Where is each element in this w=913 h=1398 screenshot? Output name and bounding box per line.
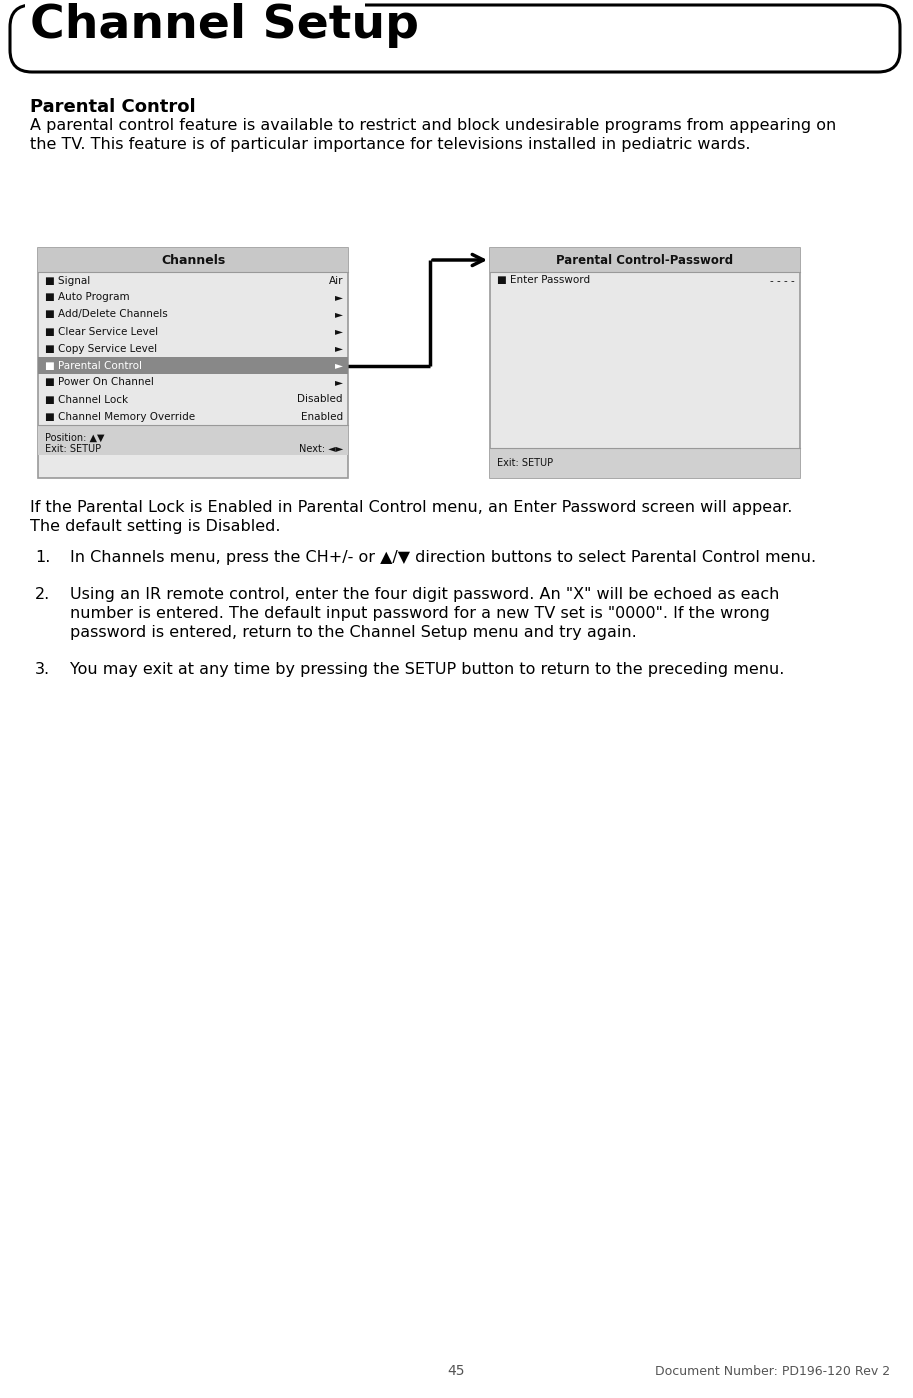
Text: the TV. This feature is of particular importance for televisions installed in pe: the TV. This feature is of particular im… (30, 137, 750, 152)
Text: Next: ◄►: Next: ◄► (299, 445, 343, 454)
Text: ►: ► (335, 361, 343, 370)
Bar (38, 247, 348, 478)
Text: A parental control feature is available to restrict and block undesirable progra: A parental control feature is available … (30, 117, 836, 133)
Bar (490, 247, 800, 478)
Text: The default setting is Disabled.: The default setting is Disabled. (30, 519, 280, 534)
Text: ►: ► (335, 327, 343, 337)
Text: In Channels menu, press the CH+/- or ▲/▼ direction buttons to select Parental Co: In Channels menu, press the CH+/- or ▲/▼… (70, 549, 816, 565)
Text: Parental Control-Password: Parental Control-Password (556, 253, 733, 267)
Text: 2.: 2. (35, 587, 50, 603)
Text: number is entered. The default input password for a new TV set is "0000". If the: number is entered. The default input pas… (70, 605, 770, 621)
Text: Exit: SETUP: Exit: SETUP (497, 459, 553, 468)
Text: 45: 45 (447, 1364, 465, 1378)
Text: ■ Channel Lock: ■ Channel Lock (45, 394, 128, 404)
Text: Channels: Channels (161, 253, 226, 267)
Text: If the Parental Lock is Enabled in Parental Control menu, an Enter Password scre: If the Parental Lock is Enabled in Paren… (30, 500, 792, 514)
Text: Position: ▲▼: Position: ▲▼ (45, 433, 104, 443)
Bar (38, 356, 348, 375)
Text: ■ Enter Password: ■ Enter Password (497, 275, 590, 285)
Text: ■ Power On Channel: ■ Power On Channel (45, 377, 154, 387)
Text: Air: Air (329, 275, 343, 285)
Text: ■ Channel Memory Override: ■ Channel Memory Override (45, 411, 195, 422)
Text: ■ Parental Control: ■ Parental Control (45, 361, 142, 370)
Text: ■ Signal: ■ Signal (45, 275, 90, 285)
Bar (38, 247, 348, 273)
Text: Enabled: Enabled (301, 411, 343, 422)
Text: ►: ► (335, 309, 343, 320)
Text: ■ Auto Program: ■ Auto Program (45, 292, 130, 302)
Text: - - - -: - - - - (771, 275, 795, 285)
Text: Exit: SETUP: Exit: SETUP (45, 445, 101, 454)
Bar (25, 0, 365, 13)
Text: ■ Add/Delete Channels: ■ Add/Delete Channels (45, 309, 168, 320)
Bar (490, 247, 800, 273)
Text: Using an IR remote control, enter the four digit password. An "X" will be echoed: Using an IR remote control, enter the fo… (70, 587, 780, 603)
Bar (490, 447, 800, 478)
Text: Document Number: PD196-120 Rev 2: Document Number: PD196-120 Rev 2 (655, 1364, 890, 1378)
Text: ►: ► (335, 292, 343, 302)
FancyBboxPatch shape (10, 6, 900, 73)
Text: 3.: 3. (35, 663, 50, 677)
Bar (38, 425, 348, 454)
Text: You may exit at any time by pressing the SETUP button to return to the preceding: You may exit at any time by pressing the… (70, 663, 784, 677)
Text: ►: ► (335, 377, 343, 387)
Text: Parental Control: Parental Control (30, 98, 195, 116)
Text: ■ Clear Service Level: ■ Clear Service Level (45, 327, 158, 337)
Text: 1.: 1. (35, 549, 50, 565)
Text: ■ Copy Service Level: ■ Copy Service Level (45, 344, 157, 354)
Text: ►: ► (335, 344, 343, 354)
Text: Disabled: Disabled (298, 394, 343, 404)
Text: Channel Setup: Channel Setup (30, 3, 419, 48)
Text: password is entered, return to the Channel Setup menu and try again.: password is entered, return to the Chann… (70, 625, 636, 640)
